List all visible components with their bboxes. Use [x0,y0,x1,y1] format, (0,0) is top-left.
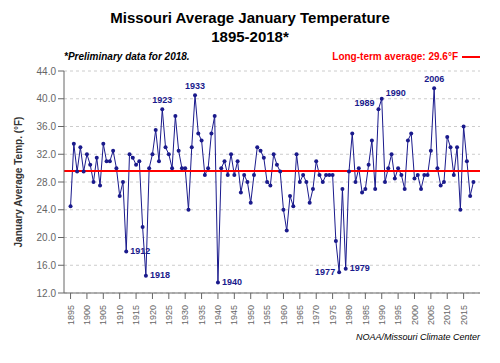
html-text:1895-2018*: 1895-2018* [211,28,289,45]
html-text:Long-term average: 29.6°F: Long-term average: 29.6°F [332,51,458,62]
svg-text:1915: 1915 [131,305,141,325]
svg-text:1989: 1989 [354,98,374,108]
svg-text:1990: 1990 [386,88,406,98]
svg-text:1918: 1918 [150,270,170,280]
svg-text:1965: 1965 [295,305,305,325]
svg-text:36.0: 36.0 [37,121,57,132]
svg-text:1945: 1945 [229,305,239,325]
svg-text:20.0: 20.0 [37,232,57,243]
svg-text:2005: 2005 [426,305,436,325]
svg-text:1985: 1985 [361,305,371,325]
svg-text:2000: 2000 [410,305,420,325]
svg-text:1900: 1900 [82,305,92,325]
svg-text:1960: 1960 [279,305,289,325]
html-text:Missouri Average January Tempe: Missouri Average January Temperature [110,9,390,26]
svg-text:1955: 1955 [262,305,272,325]
svg-text:1923: 1923 [152,95,172,105]
svg-text:1910: 1910 [115,305,125,325]
svg-text:16.0: 16.0 [37,260,57,271]
svg-text:1912: 1912 [130,246,150,256]
svg-text:1940: 1940 [213,305,223,325]
svg-text:24.0: 24.0 [37,204,57,215]
html-text:*Preliminary data for 2018.: *Preliminary data for 2018. [64,51,190,62]
svg-text:1980: 1980 [344,305,354,325]
svg-text:2015: 2015 [459,305,469,325]
svg-text:1930: 1930 [180,305,190,325]
svg-text:1995: 1995 [393,305,403,325]
svg-text:32.0: 32.0 [37,149,57,160]
svg-text:1905: 1905 [98,305,108,325]
svg-text:1990: 1990 [377,305,387,325]
svg-text:12.0: 12.0 [37,288,57,299]
svg-text:1920: 1920 [148,305,158,325]
svg-text:1925: 1925 [164,305,174,325]
svg-text:1975: 1975 [328,305,338,325]
svg-text:40.0: 40.0 [37,93,57,104]
html-text:NOAA/Missouri Climate Center: NOAA/Missouri Climate Center [356,332,480,342]
svg-text:1895: 1895 [66,305,76,325]
svg-text:44.0: 44.0 [37,66,57,77]
svg-text:2006: 2006 [424,74,444,84]
svg-text:2010: 2010 [442,305,452,325]
svg-text:1935: 1935 [197,305,207,325]
svg-text:1970: 1970 [311,305,321,325]
svg-text:1977: 1977 [315,267,335,277]
svg-text:1940: 1940 [222,277,242,287]
svg-text:1979: 1979 [350,263,370,273]
svg-text:January Average Temp. (°F): January Average Temp. (°F) [13,117,24,248]
svg-text:1950: 1950 [246,305,256,325]
svg-text:28.0: 28.0 [37,177,57,188]
svg-text:1933: 1933 [185,81,205,91]
